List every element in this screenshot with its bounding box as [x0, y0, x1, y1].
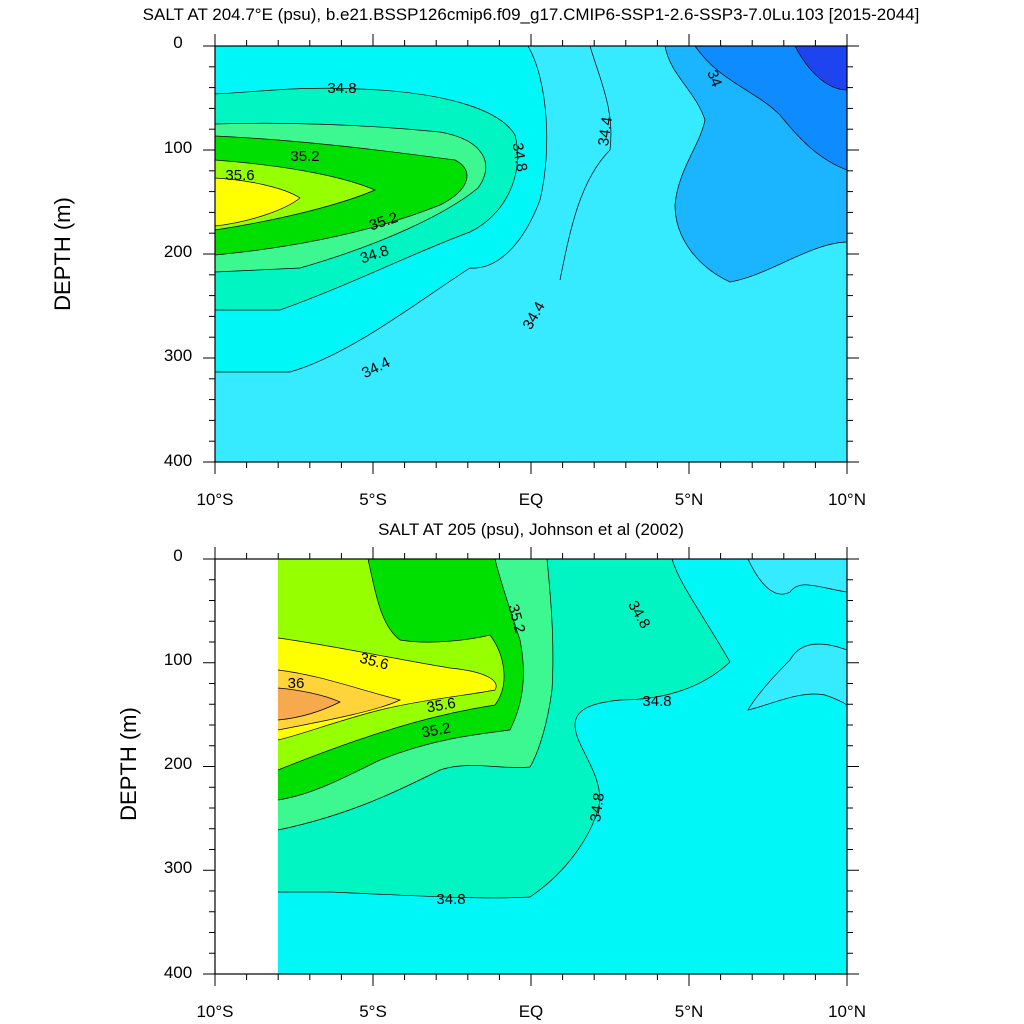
- top-chart-title: SALT AT 204.7°E (psu), b.e21.BSSP126cmip…: [143, 5, 920, 24]
- contour-label: 34.8: [587, 792, 608, 823]
- top-y-tick-label: 100: [164, 138, 192, 157]
- top-x-tick-label: 5°S: [359, 490, 387, 509]
- contour-line: [277, 559, 524, 801]
- top-y-axis-title: DEPTH (m): [50, 197, 75, 311]
- bottom-y-axis-title: DEPTH (m): [116, 707, 141, 821]
- fill-band-33.8: [795, 46, 847, 90]
- contour-label: 35.6: [425, 695, 457, 717]
- contour-label: 34: [703, 68, 725, 89]
- contour-line: [277, 669, 402, 731]
- bottom-y-tick-label: 400: [164, 963, 192, 982]
- contour-line: [215, 87, 518, 311]
- fill-band-35.6: [215, 178, 300, 226]
- fill-band-36.0: [278, 688, 340, 720]
- top-x-tick-label: EQ: [519, 490, 544, 509]
- contour-line: [215, 122, 487, 273]
- fill-band-34.0: [695, 46, 847, 170]
- top-axes: 0 100 200 300 400 10°S 5°S EQ 5°N 10°N: [164, 33, 866, 509]
- contour-line: [747, 643, 847, 711]
- bottom-axes: 0 100 200 300 400 10°S 5°S EQ 5°N 10°N: [164, 546, 866, 1021]
- contour-label: 34.4: [595, 116, 616, 147]
- contour-line: [215, 159, 376, 231]
- contour-line: [694, 46, 847, 171]
- top-salinity-field: [215, 46, 847, 462]
- top-x-tick-label: 5°N: [675, 490, 704, 509]
- top-x-tick-label: 10°S: [196, 490, 233, 509]
- bottom-y-tick-label: 0: [173, 546, 182, 565]
- bottom-chart-title: SALT AT 205 (psu), Johnson et al (2002): [378, 520, 684, 539]
- contour-line: [794, 46, 847, 91]
- bottom-panel: SALT AT 205 (psu), Johnson et al (2002) …: [116, 520, 866, 1021]
- contour-line: [215, 135, 468, 256]
- contour-label: 34.8: [509, 141, 531, 173]
- contour-line: [215, 46, 548, 373]
- contour-line: [278, 559, 731, 899]
- contour-line: [559, 46, 612, 281]
- fill-band-35.8: [278, 670, 400, 730]
- bottom-x-tick-label: 10°S: [196, 1002, 233, 1021]
- top-y-tick-label: 400: [164, 451, 192, 470]
- bottom-x-tick-label: 5°S: [359, 1002, 387, 1021]
- contour-label: 35.2: [504, 603, 528, 636]
- contour-label: 34.8: [327, 80, 356, 97]
- bottom-y-tick-label: 300: [164, 858, 192, 877]
- top-panel: SALT AT 204.7°E (psu), b.e21.BSSP126cmip…: [50, 5, 919, 509]
- bottom-salinity-field: [277, 559, 847, 974]
- bottom-x-tick-label: EQ: [519, 1002, 544, 1021]
- top-y-tick-label: 300: [164, 346, 192, 365]
- bottom-x-tick-label: 5°N: [675, 1002, 704, 1021]
- contour-line: [277, 637, 497, 741]
- fill-band-34.6: [748, 644, 847, 710]
- fill-band-34.6: [748, 559, 847, 595]
- contour-line: [277, 559, 505, 771]
- contour-line: [277, 687, 341, 721]
- contour-label: 34.8: [436, 891, 465, 908]
- contour-label: 35.2: [420, 720, 452, 742]
- contour-line: [215, 177, 301, 227]
- top-y-tick-label: 0: [173, 33, 182, 52]
- top-y-tick-label: 200: [164, 242, 192, 261]
- contour-line: [664, 46, 847, 283]
- contour-label: 35.2: [290, 148, 319, 165]
- contour-label: 34.8: [642, 693, 671, 710]
- contour-line: [277, 559, 554, 831]
- contour-label: 35.6: [358, 650, 391, 674]
- bottom-y-tick-label: 200: [164, 754, 192, 773]
- top-x-tick-label: 10°N: [828, 490, 866, 509]
- contour-label: 35.6: [225, 167, 254, 184]
- contour-line: [747, 559, 847, 595]
- bottom-x-tick-label: 10°N: [828, 1002, 866, 1021]
- contour-label: 36: [288, 675, 305, 692]
- bottom-y-tick-label: 100: [164, 650, 192, 669]
